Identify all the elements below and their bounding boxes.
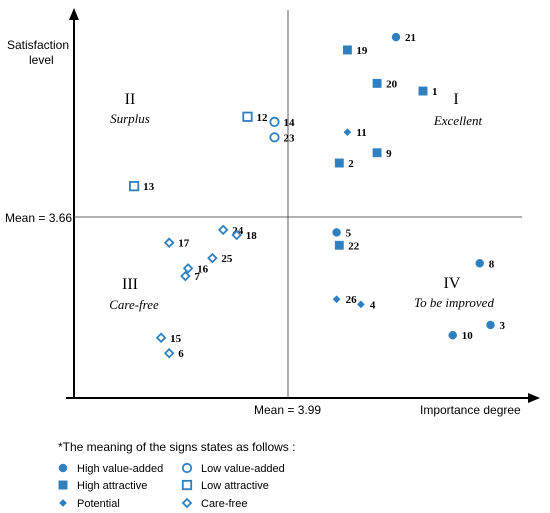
legend-marker-lat	[181, 479, 193, 491]
quadrant-2-numeral: II	[125, 91, 136, 108]
point-marker-8	[475, 259, 484, 268]
point-label-19: 19	[356, 45, 368, 57]
point-label-8: 8	[489, 258, 495, 270]
point-label-4: 4	[370, 299, 376, 311]
legend-label-hat: High attractive	[77, 480, 147, 492]
legend-items: High value-added Low value-added High attr…	[58, 462, 285, 510]
point-marker-7	[180, 270, 191, 282]
point-marker-22	[334, 240, 344, 250]
point-label-10: 10	[462, 330, 474, 342]
legend-title: *The meaning of the signs states as foll…	[58, 440, 295, 454]
point-label-5: 5	[346, 227, 352, 239]
point-marker-19	[342, 45, 352, 55]
point-marker-21	[391, 32, 401, 42]
point-label-3: 3	[500, 320, 506, 332]
y-axis-label-line1: Satisfaction	[7, 38, 69, 52]
point-label-2: 2	[348, 158, 354, 170]
x-axis-label: Importance degree	[420, 403, 521, 417]
point-marker-14	[269, 116, 280, 128]
point-marker-15	[155, 332, 167, 344]
point-marker-11	[343, 128, 352, 137]
point-marker-6	[163, 347, 175, 359]
point-marker-20	[372, 78, 382, 88]
point-marker-17	[163, 237, 175, 248]
point-marker-1	[418, 86, 428, 96]
point-marker-25	[207, 252, 218, 264]
legend-label-pot: Potential	[77, 498, 120, 510]
legend-marker-hva	[58, 463, 68, 473]
legend-marker-pot	[59, 499, 67, 507]
quadrant-1-name: Excellent	[433, 113, 483, 128]
point-label-9: 9	[386, 148, 392, 160]
point-marker-18	[231, 229, 242, 241]
x-axis-arrow	[528, 393, 540, 403]
point-marker-26	[332, 295, 341, 304]
quadrant-3-numeral: III	[122, 276, 138, 293]
point-label-21: 21	[405, 32, 416, 44]
point-label-7: 7	[194, 271, 200, 283]
point-label-18: 18	[246, 230, 258, 242]
legend-marker-cf	[181, 497, 193, 509]
y-axis-label-line2: level	[29, 53, 54, 67]
point-label-17: 17	[178, 238, 190, 250]
point-label-12: 12	[257, 112, 269, 124]
quadrant-3-name: Care-free	[109, 297, 159, 312]
legend-label-hva: High value-added	[77, 463, 163, 475]
point-label-16: 16	[197, 263, 209, 275]
point-marker-9	[372, 148, 382, 158]
point-marker-4	[356, 300, 365, 309]
legend-marker-hat	[58, 480, 68, 490]
x-mean-label: Mean = 3.99	[254, 403, 321, 417]
legend-label-lva: Low value-added	[201, 463, 285, 475]
point-marker-10	[448, 330, 457, 340]
y-axis-arrow	[69, 8, 79, 20]
quadrant-1-numeral: I	[453, 91, 458, 108]
point-label-6: 6	[178, 348, 184, 360]
y-mean-label: Mean = 3.66	[5, 211, 72, 225]
quadrant-4-name: To be improved	[414, 295, 494, 310]
point-label-23: 23	[284, 132, 296, 144]
point-label-20: 20	[386, 78, 398, 90]
point-label-26: 26	[346, 294, 358, 306]
point-label-13: 13	[143, 181, 155, 193]
point-marker-23	[269, 132, 280, 143]
point-label-24: 24	[232, 225, 244, 237]
point-marker-12	[242, 111, 253, 122]
quadrant-2-name: Surplus	[110, 111, 150, 126]
quadrant-4-numeral: IV	[444, 275, 461, 292]
legend-label-cf: Care-free	[201, 498, 247, 510]
point-label-15: 15	[170, 333, 182, 345]
point-label-1: 1	[432, 86, 438, 98]
point-marker-3	[486, 320, 495, 330]
point-label-11: 11	[356, 127, 366, 139]
point-marker-13	[128, 181, 140, 192]
data-points: 2119201119212142313241817251671565228264…	[128, 32, 506, 360]
point-marker-24	[217, 224, 229, 236]
point-marker-2	[334, 158, 344, 168]
point-marker-16	[182, 263, 194, 274]
point-marker-5	[332, 228, 341, 237]
point-label-22: 22	[348, 240, 360, 252]
legend-label-lat: Low attractive	[201, 480, 269, 492]
point-label-25: 25	[221, 253, 233, 265]
legend-marker-lva	[181, 462, 193, 474]
legend: *The meaning of the signs states as foll…	[58, 440, 295, 510]
point-label-14: 14	[284, 117, 296, 129]
